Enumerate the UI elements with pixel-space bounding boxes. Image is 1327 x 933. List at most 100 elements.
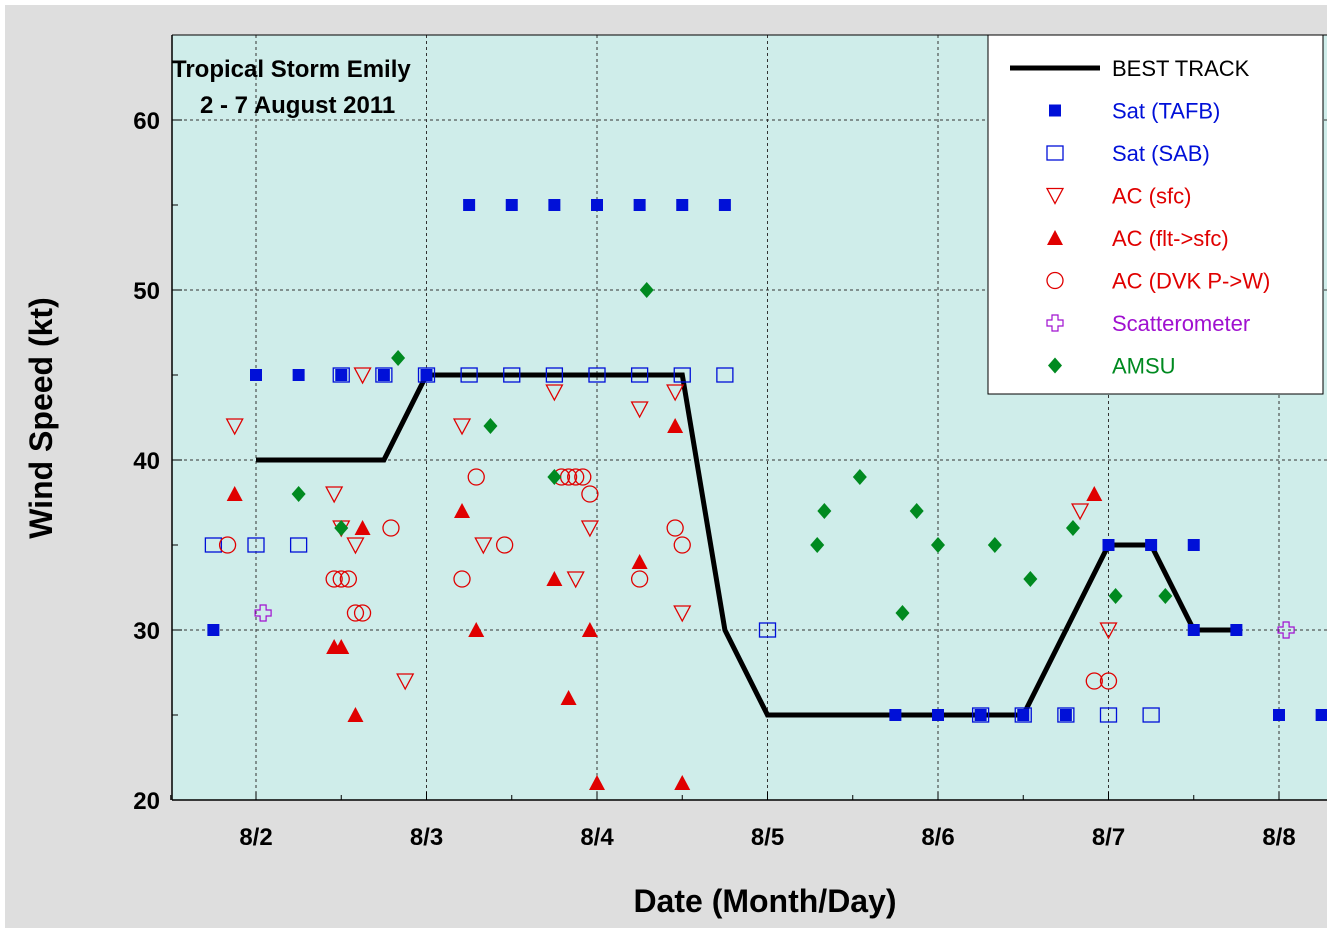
x-tick-label: 8/5	[751, 824, 784, 851]
amsu-point	[1023, 571, 1038, 587]
sat-tafb-point	[718, 199, 731, 211]
sat-tafb-point	[377, 369, 390, 381]
legend-marker	[1046, 314, 1064, 332]
y-tick-label: 50	[133, 278, 160, 305]
ac-sfc-point	[1099, 622, 1118, 640]
ac-sfc-point	[566, 571, 585, 589]
sat-tafb-point	[1017, 709, 1030, 721]
legend-label: AC (flt->sfc)	[1112, 226, 1229, 251]
ac-dvk-p-w-point	[1099, 672, 1118, 690]
sat-sab-point	[460, 367, 478, 383]
y-tick-label: 20	[133, 788, 160, 815]
sat-tafb-point	[932, 709, 944, 721]
sat-tafb-point	[250, 369, 262, 381]
y-axis-label: Wind Speed (kt)	[23, 297, 59, 538]
ac-dvk-p-w-point	[325, 570, 343, 588]
ac-flt-sfc-point	[546, 571, 563, 586]
sat-sab-point	[545, 367, 564, 383]
x-tick-label: 8/2	[239, 824, 272, 851]
sat-sab-point	[204, 537, 223, 553]
legend: BEST TRACK Sat (TAFB) Sat (SAB) AC (sfc) AC …	[987, 34, 1324, 395]
ac-flt-sfc-point	[1086, 486, 1103, 501]
amsu-point	[1108, 588, 1123, 604]
sat-tafb-point	[889, 709, 902, 721]
ac-flt-sfc-point	[674, 775, 691, 790]
ac-sfc-point	[666, 384, 685, 402]
legend-marker	[1045, 187, 1065, 205]
ac-dvk-p-w-point	[581, 485, 599, 503]
sat-sab-point	[758, 622, 777, 638]
y-tick-label: 30	[133, 618, 160, 645]
ac-sfc-point	[353, 367, 372, 385]
sat-sab-point	[1057, 707, 1075, 723]
sat-tafb-point	[1059, 709, 1072, 721]
amsu-point	[909, 503, 924, 519]
ac-dvk-p-w-point	[346, 604, 365, 622]
ac-sfc-point	[225, 418, 244, 436]
chart-subtitle: 2 - 7 August 2011	[200, 92, 395, 119]
best-track-line	[256, 372, 1237, 718]
sat-tafb-point	[292, 369, 305, 381]
ac-dvk-p-w-point	[353, 604, 372, 622]
sat-sab-point	[1142, 707, 1160, 723]
sat-tafb-point	[1102, 539, 1115, 551]
legend-label: AC (DVK P->W)	[1112, 269, 1270, 294]
ac-sfc-point	[346, 537, 365, 555]
x-tick-label: 8/8	[1262, 824, 1295, 851]
sat-tafb-point	[1315, 709, 1327, 721]
amsu-point	[291, 486, 306, 502]
sat-tafb-point	[1273, 709, 1285, 721]
sat-sab-point	[971, 707, 990, 723]
ac-sfc-point	[325, 486, 344, 504]
amsu-point	[931, 537, 945, 553]
chart-title: Tropical Storm Emily	[172, 56, 411, 83]
amsu-point	[852, 469, 867, 485]
ac-sfc-point	[673, 605, 692, 623]
x-tick-label: 8/3	[410, 824, 443, 851]
sat-tafb-point	[633, 199, 646, 211]
sat-sab-point	[716, 367, 734, 383]
ac-dvk-p-w-point	[567, 468, 585, 486]
y-tick-label: 60	[133, 108, 160, 135]
ac-flt-sfc-point	[560, 690, 577, 705]
ac-flt-sfc-point	[589, 775, 605, 790]
amsu-point	[547, 469, 562, 485]
ac-sfc-point	[1071, 503, 1090, 521]
ac-dvk-p-w-point	[467, 468, 485, 486]
scatterometer-point	[1277, 621, 1295, 639]
amsu-point	[639, 282, 654, 298]
sat-tafb-point	[207, 624, 220, 636]
x-axis-label: Date (Month/Day)	[633, 883, 896, 919]
amsu-point	[810, 537, 825, 553]
sat-tafb-point	[591, 199, 603, 211]
legend-label: Scatterometer	[1112, 311, 1250, 336]
legend-marker	[1048, 357, 1062, 374]
sat-tafb-point	[676, 199, 689, 211]
ac-dvk-p-w-point	[495, 536, 514, 554]
sat-sab-point	[417, 367, 436, 383]
sat-sab-point	[1014, 707, 1032, 723]
legend-label: Sat (TAFB)	[1112, 99, 1220, 124]
sat-tafb-point	[420, 369, 433, 381]
sat-tafb-point	[548, 199, 561, 211]
amsu-point	[1158, 588, 1173, 604]
sat-sab-point	[1099, 707, 1118, 723]
ac-flt-sfc-point	[631, 554, 648, 569]
ac-sfc-point	[545, 384, 564, 402]
best-track-layer	[256, 372, 1237, 718]
ac-flt-sfc-point	[667, 418, 684, 433]
ac-dvk-p-w-point	[1085, 672, 1103, 690]
amsu-point	[391, 350, 406, 366]
ac-dvk-p-w-point	[673, 536, 691, 554]
amsu-point	[334, 520, 349, 536]
ac-flt-sfc-point	[347, 707, 364, 722]
ac-dvk-p-w-point	[382, 519, 400, 537]
sat-sab-point	[289, 537, 308, 553]
legend-label: AMSU	[1112, 354, 1176, 379]
ac-dvk-p-w-point	[332, 570, 350, 588]
ac-sfc-point	[396, 673, 415, 691]
ac-flt-sfc-point	[226, 486, 243, 501]
ac-flt-sfc-point	[468, 622, 485, 637]
ac-sfc-point	[580, 520, 599, 538]
